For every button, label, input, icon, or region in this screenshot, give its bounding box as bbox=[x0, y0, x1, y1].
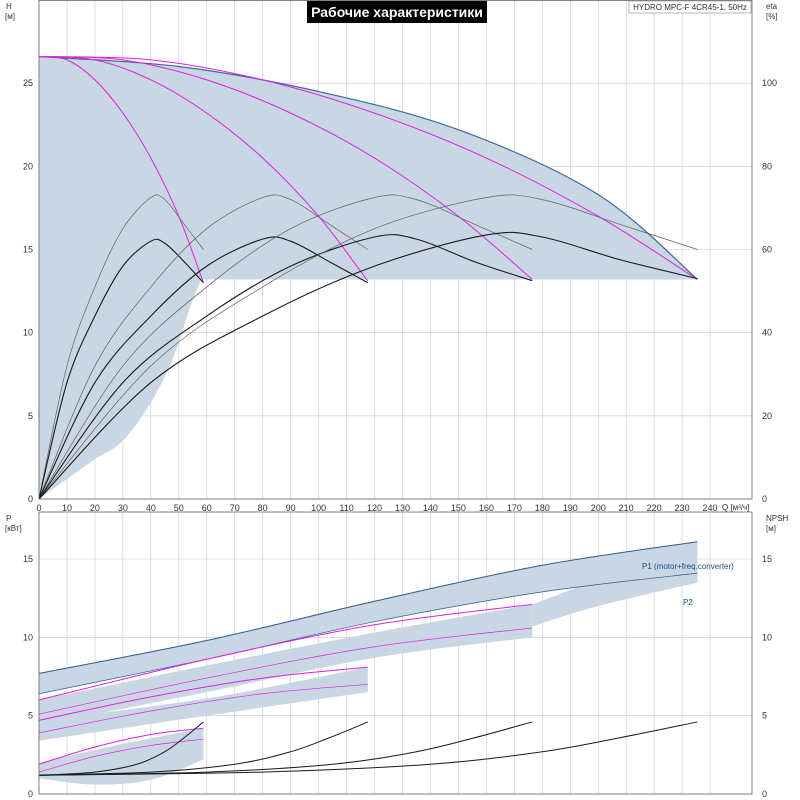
eta-tick-label: 80 bbox=[762, 161, 772, 171]
p2-curve-3-pumps bbox=[38, 627, 533, 715]
head-tick-label: 0 bbox=[28, 494, 33, 504]
head-axis-title: H bbox=[6, 2, 12, 11]
eta-tick-label: 40 bbox=[762, 328, 772, 338]
x-tick-label: 190 bbox=[563, 503, 578, 513]
x-tick-label: 130 bbox=[395, 503, 410, 513]
x-tick-label: 10 bbox=[62, 503, 72, 513]
npsh-tick-label: 5 bbox=[762, 711, 767, 721]
x-tick-label: 180 bbox=[535, 503, 550, 513]
npsh-tick-label: 10 bbox=[762, 632, 772, 642]
power-band-0 bbox=[39, 541, 698, 694]
p2-annotation: P2 bbox=[683, 598, 693, 607]
x-tick-label: 20 bbox=[90, 503, 100, 513]
npsh-tick-label: 0 bbox=[762, 789, 767, 799]
head-axis-unit: [м] bbox=[5, 12, 15, 21]
npsh-curve-4-pumps bbox=[38, 721, 698, 776]
flow-axis-label: Q [м³/ч] bbox=[722, 503, 749, 512]
eta-tick-label: 0 bbox=[762, 494, 767, 504]
npsh-axis-unit: [м] bbox=[766, 524, 776, 533]
eta-tick-label: 100 bbox=[762, 78, 777, 88]
npsh-curve-2-pumps bbox=[38, 721, 369, 776]
p2-max-curve bbox=[38, 572, 698, 695]
p2-curve-2-pumps bbox=[38, 683, 368, 734]
npsh-curve-1-pumps bbox=[38, 721, 204, 776]
head-tick-label: 15 bbox=[23, 245, 33, 255]
p2-curve-1-pumps bbox=[38, 738, 204, 773]
x-tick-label: 140 bbox=[423, 503, 438, 513]
p1-curve-2-pumps bbox=[38, 666, 368, 721]
x-tick-label: 0 bbox=[36, 503, 41, 513]
x-tick-label: 210 bbox=[619, 503, 634, 513]
chart-title: Рабочие характеристики bbox=[311, 4, 483, 20]
eta-axis-title: eta bbox=[766, 2, 778, 11]
x-tick-label: 30 bbox=[118, 503, 128, 513]
p1-max-curve bbox=[38, 541, 698, 674]
eta-curve-1-pumps-other bbox=[38, 194, 204, 500]
power-tick-label: 10 bbox=[23, 632, 33, 642]
eta-tick-label: 60 bbox=[762, 245, 772, 255]
power-axis-unit: [кВт] bbox=[5, 524, 22, 533]
p1-annotation: P1 (motor+freq.converter) bbox=[642, 562, 734, 571]
head-tick-label: 10 bbox=[23, 328, 33, 338]
envelope-max-curve bbox=[38, 55, 698, 280]
power-tick-label: 15 bbox=[23, 554, 33, 564]
eta-curve-4-pumps-best bbox=[38, 231, 698, 500]
tick-labels: 0 10 20 30 40 50 60 70 80 90 100 110 120 130 140 150 160… bbox=[23, 78, 777, 799]
head-curve-3-pumps bbox=[38, 56, 533, 280]
eta-curve-4-pumps-other bbox=[38, 194, 698, 500]
head-tick-label: 5 bbox=[28, 411, 33, 421]
npsh-tick-label: 15 bbox=[762, 554, 772, 564]
x-tick-label: 80 bbox=[258, 503, 268, 513]
eta-curve-3-pumps-other bbox=[38, 194, 533, 500]
p1-curve-3-pumps bbox=[38, 603, 533, 701]
operating-envelope bbox=[38, 55, 698, 500]
x-tick-label: 220 bbox=[647, 503, 662, 513]
power-tick-label: 0 bbox=[28, 789, 33, 799]
x-tick-label: 170 bbox=[507, 503, 522, 513]
eta-axis-unit: [%] bbox=[766, 12, 778, 21]
efficiency-curves bbox=[38, 194, 698, 500]
title-background bbox=[307, 1, 487, 23]
eta-tick-label: 20 bbox=[762, 411, 772, 421]
power-band-1 bbox=[532, 541, 698, 627]
power-tick-label: 5 bbox=[28, 711, 33, 721]
model-box bbox=[628, 0, 752, 14]
eta-curve-2-pumps-other bbox=[38, 194, 369, 500]
x-tick-label: 90 bbox=[286, 503, 296, 513]
head-tick-label: 25 bbox=[23, 78, 33, 88]
x-tick-label: 110 bbox=[339, 503, 353, 513]
head-curve-4-pumps bbox=[38, 56, 698, 280]
head-plot-frame bbox=[38, 0, 753, 500]
x-tick-label: 60 bbox=[202, 503, 212, 513]
x-tick-label: 120 bbox=[367, 503, 382, 513]
power-plot-frame bbox=[38, 511, 753, 795]
x-tick-label: 200 bbox=[591, 503, 606, 513]
x-tick-label: 70 bbox=[230, 503, 240, 513]
power-axis-title: P bbox=[6, 514, 11, 523]
x-tick-label: 50 bbox=[174, 503, 184, 513]
eta-curve-3-pumps-best bbox=[38, 234, 533, 500]
envelope-area bbox=[39, 56, 698, 500]
plot-frames bbox=[38, 0, 753, 795]
eta-curve-1-pumps-best bbox=[38, 238, 204, 500]
x-tick-label: 240 bbox=[703, 503, 718, 513]
x-tick-label: 230 bbox=[675, 503, 690, 513]
npsh-axis-title: NPSH bbox=[766, 514, 788, 523]
x-tick-label: 100 bbox=[311, 503, 326, 513]
x-tick-label: 150 bbox=[451, 503, 466, 513]
power-band-4 bbox=[39, 728, 204, 785]
eta-curve-2-pumps-best bbox=[38, 236, 369, 500]
x-tick-label: 40 bbox=[146, 503, 156, 513]
p1-curve-1-pumps bbox=[38, 727, 204, 765]
power-curves bbox=[38, 541, 698, 776]
x-tick-label: 160 bbox=[479, 503, 494, 513]
power-band-3 bbox=[39, 667, 368, 741]
head-tick-label: 20 bbox=[23, 161, 33, 171]
model-label: HYDRO MPC-F 4CR45-1, 50Hz bbox=[633, 3, 747, 12]
head-curve-1-pumps bbox=[38, 56, 204, 283]
